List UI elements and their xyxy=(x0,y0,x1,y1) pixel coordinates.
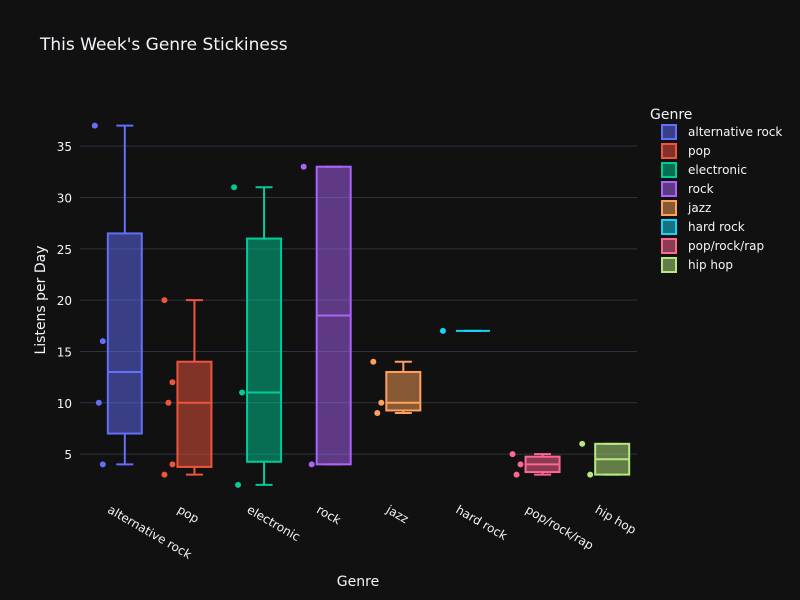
legend-swatch xyxy=(661,238,677,254)
x-axis-title: Genre xyxy=(337,574,379,590)
box-hard-rock xyxy=(439,327,490,334)
legend-item: rock xyxy=(661,181,714,197)
data-point xyxy=(161,297,168,304)
data-point xyxy=(239,389,246,396)
legend-item: hard rock xyxy=(661,219,745,235)
legend-label: electronic xyxy=(688,163,747,177)
data-point xyxy=(169,379,176,386)
legend-title: Genre xyxy=(650,107,692,123)
box-rock xyxy=(300,163,352,468)
legend-swatch xyxy=(661,162,677,178)
data-point xyxy=(378,399,385,406)
data-point xyxy=(579,440,586,447)
data-point xyxy=(99,338,106,345)
y-tick-label: 25 xyxy=(57,243,72,257)
legend-label: pop/rock/rap xyxy=(688,239,764,253)
legend-label: hip hop xyxy=(688,258,733,272)
data-point xyxy=(300,163,307,170)
legend-item: jazz xyxy=(661,200,711,216)
legend-swatch xyxy=(661,257,677,273)
y-axis-ticks: 5 10 15 20 25 30 35 xyxy=(57,140,72,462)
legend-swatch xyxy=(661,181,677,197)
data-point xyxy=(308,461,315,468)
iqr-box xyxy=(385,370,422,412)
data-point xyxy=(513,471,520,478)
data-point xyxy=(231,184,238,191)
gridlines xyxy=(80,145,637,455)
y-tick-label: 5 xyxy=(64,448,72,462)
data-point xyxy=(370,358,377,365)
legend-swatch xyxy=(661,200,677,216)
data-point xyxy=(439,327,446,334)
data-point xyxy=(517,461,524,468)
iqr-box xyxy=(176,360,213,468)
legend-item: pop/rock/rap xyxy=(661,238,764,254)
data-point xyxy=(95,399,102,406)
data-point xyxy=(165,399,172,406)
legend-swatch xyxy=(661,143,677,159)
y-tick-label: 20 xyxy=(57,294,72,308)
data-point xyxy=(99,461,106,468)
data-point xyxy=(587,471,594,478)
box-hip-hop xyxy=(579,440,631,478)
box-pop xyxy=(161,297,213,478)
iqr-box xyxy=(106,232,143,435)
y-tick-label: 30 xyxy=(57,192,72,206)
box-alternative-rock xyxy=(91,122,143,468)
legend-label: rock xyxy=(688,182,714,196)
y-tick-label: 35 xyxy=(57,140,72,154)
data-point xyxy=(169,461,176,468)
y-tick-label: 10 xyxy=(57,397,72,411)
box-pop-rock-rap xyxy=(509,451,561,478)
legend-item: alternative rock xyxy=(661,124,782,140)
legend-item: hip hop xyxy=(661,257,733,273)
data-point xyxy=(235,481,242,488)
legend-swatch xyxy=(661,124,677,140)
y-tick-label: 15 xyxy=(57,345,72,359)
legend-label: hard rock xyxy=(688,220,745,234)
data-point xyxy=(509,451,516,458)
legend-label: pop xyxy=(688,144,711,158)
legend: Genre alternative rock pop electronic rock j… xyxy=(650,107,782,273)
chart-title: This Week's Genre Stickiness xyxy=(39,35,288,55)
data-point xyxy=(161,471,168,478)
y-axis-title: Listens per Day xyxy=(33,245,49,354)
legend-item: pop xyxy=(661,143,711,159)
data-point xyxy=(374,410,381,417)
legend-item: electronic xyxy=(661,162,747,178)
legend-label: jazz xyxy=(687,201,711,215)
legend-label: alternative rock xyxy=(688,125,782,139)
box-series xyxy=(91,122,631,488)
legend-swatch xyxy=(661,219,677,235)
box-electronic xyxy=(231,184,283,488)
iqr-box xyxy=(246,237,283,463)
data-point xyxy=(91,122,98,129)
box-jazz xyxy=(370,358,422,417)
